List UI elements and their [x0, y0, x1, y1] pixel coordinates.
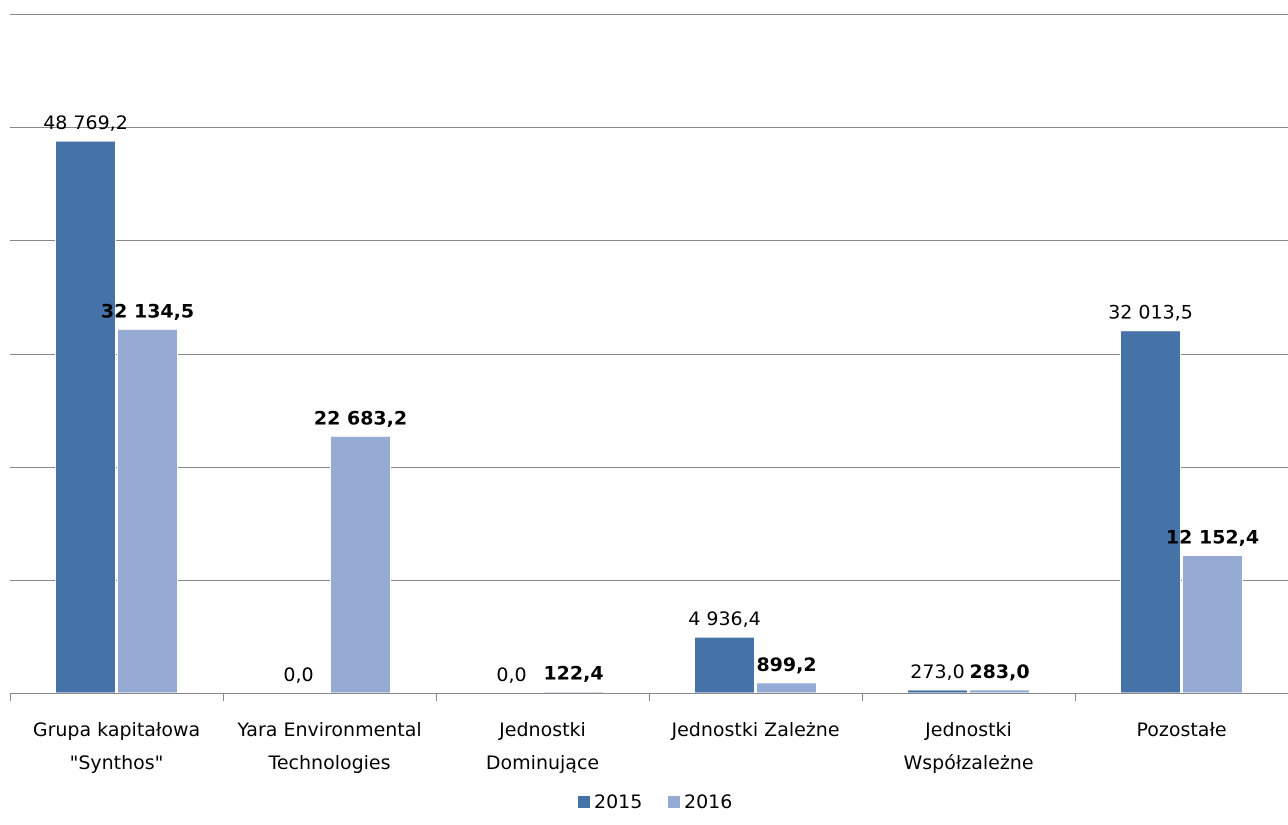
data-label-2015-3: 4 936,4 [688, 608, 761, 630]
category-label: Jednostki [924, 719, 1012, 741]
data-label-2015-2: 0,0 [496, 664, 526, 686]
category-label: Współzależne [903, 752, 1033, 774]
data-label-2016-2: 122,4 [543, 663, 603, 685]
data-label-2015-1: 0,0 [283, 664, 313, 686]
legend-swatch-2016 [668, 796, 680, 808]
data-label-2015-5: 32 013,5 [1108, 302, 1193, 324]
category-labels: Grupa kapitałowa "Synthos" Yara Environmen… [33, 719, 1227, 774]
legend: 2015 2016 [578, 791, 732, 813]
category-label: Grupa kapitałowa [33, 719, 200, 741]
legend-label-2015: 2015 [594, 791, 642, 813]
data-labels: 48 769,2 32 134,5 0,0 22 683,2 0,0 122,4 4 936… [43, 112, 1259, 686]
bar-2016-0 [117, 328, 178, 694]
category-label: Yara Environmental [236, 719, 421, 741]
category-label: "Synthos" [70, 752, 164, 774]
data-label-2016-5: 12 152,4 [1166, 526, 1259, 548]
bar-2016-5 [1182, 554, 1243, 694]
legend-swatch-2015 [578, 796, 590, 808]
bars [55, 140, 1243, 694]
bar-2016-1 [330, 435, 391, 694]
bar-2016-2 [543, 691, 604, 694]
bar-2015-3 [694, 636, 755, 694]
data-label-2015-4: 273,0 [910, 661, 964, 683]
category-label: Dominujące [486, 752, 599, 774]
data-label-2016-3: 899,2 [756, 654, 816, 676]
data-label-2016-1: 22 683,2 [314, 407, 407, 429]
bar-2016-4 [969, 689, 1030, 694]
category-label: Pozostałe [1136, 719, 1226, 741]
gridlines [10, 14, 1288, 694]
bar-2015-4 [907, 689, 968, 694]
bar-2016-3 [756, 682, 817, 694]
x-axis [10, 693, 1288, 701]
legend-label-2016: 2016 [684, 791, 732, 813]
bar-2015-5 [1120, 330, 1181, 694]
data-label-2016-4: 283,0 [969, 661, 1029, 683]
data-label-2015-0: 48 769,2 [43, 112, 128, 134]
category-label: Jednostki [498, 719, 586, 741]
data-label-2016-0: 32 134,5 [101, 300, 194, 322]
category-label: Technologies [267, 752, 390, 774]
category-label: Jednostki Zależne [670, 719, 839, 741]
bar-2015-0 [55, 140, 116, 694]
